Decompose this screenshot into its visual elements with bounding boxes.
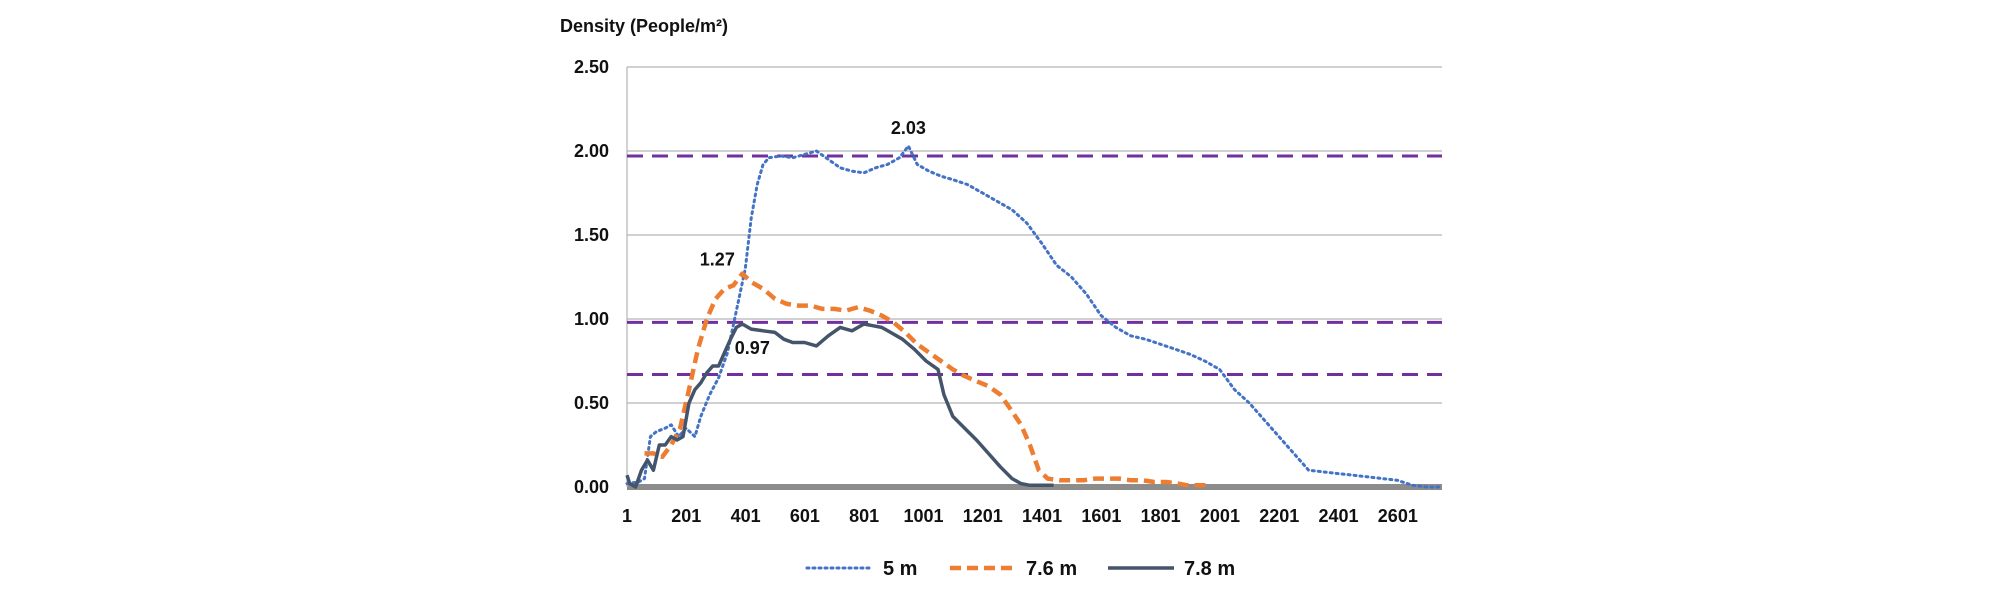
series-line-7-8-m: [625, 322, 1054, 489]
y-tick-label: 2.50: [574, 57, 609, 77]
series-line-7-6-m: [644, 271, 1211, 488]
x-tick-label: 2601: [1378, 506, 1418, 526]
legend: 5 m 7.6 m 7.8 m: [805, 558, 1235, 580]
legend-label: 7.6 m: [1026, 558, 1077, 580]
y-tick-label: 0.50: [574, 393, 609, 413]
x-tick-label: 2401: [1319, 506, 1359, 526]
x-tick-label: 2001: [1200, 506, 1240, 526]
x-tick-label: 1601: [1081, 506, 1121, 526]
y-tick-label: 0.00: [574, 477, 609, 497]
x-tick-label: 401: [731, 506, 761, 526]
x-tick-label: 1: [622, 506, 632, 526]
x-tick-label: 601: [790, 506, 820, 526]
y-tick-label: 2.00: [574, 141, 609, 161]
x-tick-label: 1801: [1141, 506, 1181, 526]
x-tick-label: 201: [671, 506, 701, 526]
data-label: 1.27: [700, 250, 735, 270]
y-axis-ticks: 0.00 0.50 1.00 1.50 2.00 2.50: [574, 57, 609, 497]
legend-label: 7.8 m: [1184, 558, 1235, 580]
series-lines: [625, 144, 1444, 489]
x-tick-label: 1001: [903, 506, 943, 526]
x-tick-label: 1201: [963, 506, 1003, 526]
y-tick-label: 1.00: [574, 309, 609, 329]
data-label: 2.03: [891, 118, 926, 138]
x-axis-ticks: 1 201 401 601 801 1001 1201 1401 1601 1801 2001 220…: [622, 506, 1418, 526]
legend-label: 5 m: [883, 558, 917, 580]
reference-lines: [627, 154, 1442, 376]
annotations: 2.03 1.27 0.97: [700, 118, 926, 358]
data-label: 0.97: [735, 338, 770, 358]
gridlines: [626, 66, 1442, 490]
y-axis-label: Density (People/m²): [560, 16, 728, 36]
x-tick-label: 801: [849, 506, 879, 526]
y-tick-label: 1.50: [574, 225, 609, 245]
series-line-5-m: [625, 144, 1444, 489]
x-tick-label: 2201: [1259, 506, 1299, 526]
x-tick-label: 1401: [1022, 506, 1062, 526]
